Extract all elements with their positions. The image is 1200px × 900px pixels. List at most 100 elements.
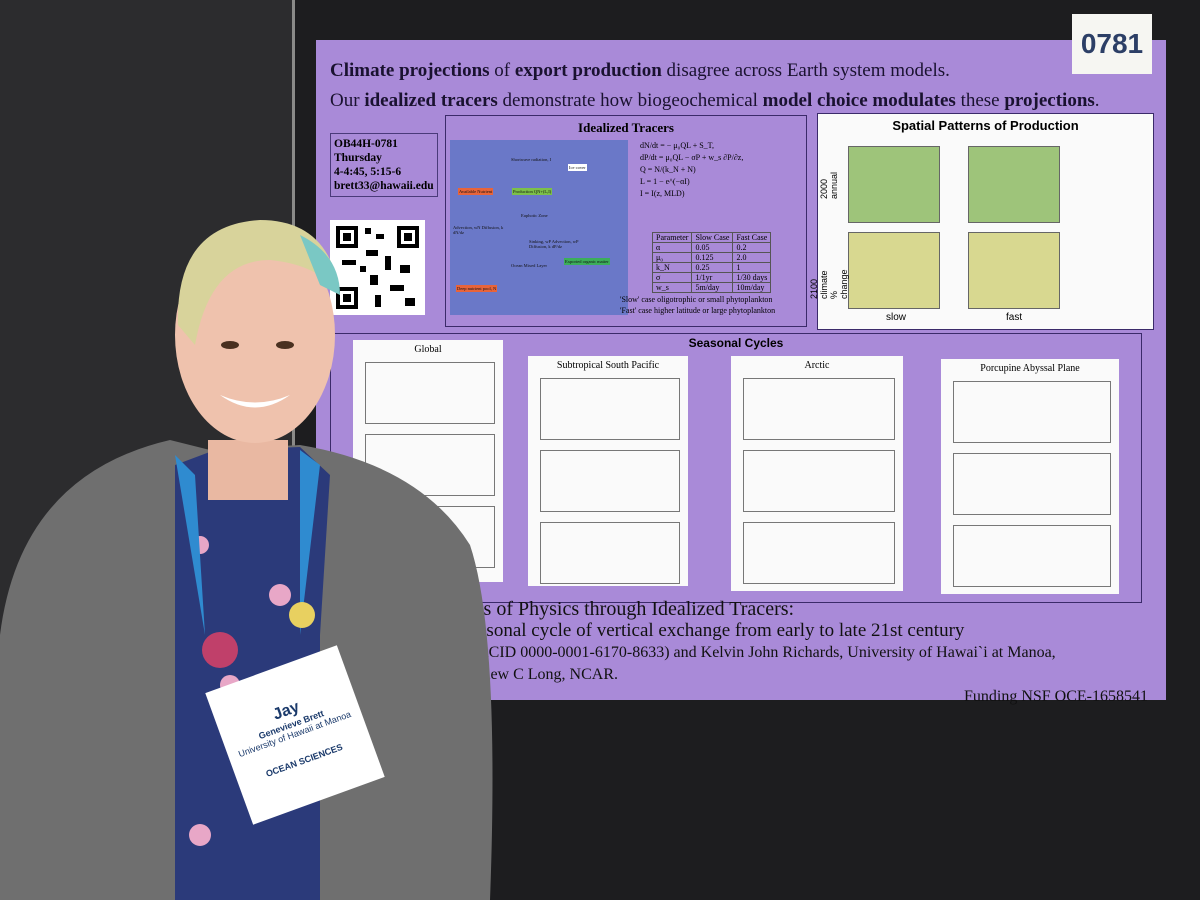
mini-axes	[743, 450, 895, 512]
diagram-label: Euphotic Zone	[520, 212, 549, 219]
table-cell: 10m/day	[732, 282, 772, 293]
diagram-label: Deep nutrient pool, N	[456, 285, 498, 292]
headline-line: Our idealized tracers demonstrate how bi…	[330, 86, 1100, 116]
equation: Q = N/(k_N + N)	[640, 165, 696, 174]
map	[968, 146, 1060, 223]
table-cell: k_N	[651, 262, 693, 273]
mini-axes	[743, 378, 895, 440]
info-line: brett33@hawaii.edu	[334, 180, 434, 192]
equations: dN/dt = − μ₀QL + S_T, dP/dt = μ₀QL − σP +…	[640, 140, 743, 200]
equation: dP/dt = μ₀QL − σP + w_s ∂P/∂z,	[640, 153, 744, 162]
headline-segment: of	[489, 60, 515, 81]
header-cell: Fast Case	[732, 232, 772, 243]
subplot-title: Subtropical South Pacific	[556, 360, 660, 371]
mini-axes	[953, 453, 1111, 515]
diagram-label: Ice cover	[568, 164, 587, 171]
table-cell: μ₀	[651, 252, 693, 263]
table-cell: 2.0	[732, 252, 772, 263]
headline-line: Climate projections of export production…	[330, 56, 1100, 86]
headline-segment: idealized tracers	[364, 90, 498, 111]
person	[0, 220, 493, 900]
equation: dN/dt = − μ₀QL + S_T,	[640, 141, 714, 150]
footer-text: ts of Physics through Idealized Tracers:…	[478, 598, 1148, 708]
poster-number: 0781	[1072, 14, 1152, 74]
table-row: k_N 0.25 1	[651, 262, 772, 273]
mini-axes	[953, 381, 1111, 443]
table-cell: σ	[651, 272, 693, 283]
note: 'Slow' case oligotrophic or small phytop…	[620, 295, 773, 304]
table-cell: w_s	[651, 282, 693, 293]
headline-segment: Our	[330, 90, 365, 111]
info-line: 4-4:45, 5:15-6	[334, 166, 402, 178]
header-cell: Slow Case	[691, 232, 734, 243]
subplot-title: Global	[414, 344, 442, 355]
seasonal-panel: Seasonal Cycles Global Subtropical South P…	[330, 333, 1142, 603]
diagram-label: Advection, wN Diffusion, k dN/dz	[452, 224, 514, 236]
info-line: Thursday	[334, 152, 382, 164]
table-row: w_s 5m/day 10m/day	[651, 282, 772, 293]
model-diagram: Shortwave radiation, I Ice cover Available…	[450, 140, 628, 315]
notes: 'Slow' case oligotrophic or small phytop…	[620, 294, 775, 316]
table-cell: 0.05	[691, 242, 734, 253]
diagram-label: Exported organic matter	[564, 258, 610, 265]
table-cell: 1/30 days	[732, 272, 772, 283]
qr-code	[330, 220, 425, 315]
subplot-title: Porcupine Abyssal Plane	[980, 363, 1080, 374]
header-cell: Parameter	[651, 232, 693, 243]
seasonal-subplot: Arctic	[731, 356, 903, 591]
map	[848, 232, 940, 309]
headline-segment: Climate projections	[330, 60, 490, 81]
diagram-label: Ocean Mixed Layer	[510, 262, 548, 269]
table-cell: 5m/day	[691, 282, 734, 293]
spatial-panel: Spatial Patterns of Production 2000 annua…	[809, 113, 1154, 330]
diagram-label: Shortwave radiation, I	[510, 156, 553, 163]
table-cell: α	[651, 242, 693, 253]
parameter-table: Parameter Slow Case Fast Case α 0.05 0.2 μ₀ 0.1…	[651, 232, 772, 293]
headline-segment: model choice modulates	[762, 90, 956, 111]
headline-segment: .	[1094, 90, 1100, 111]
mini-axes	[540, 378, 680, 440]
table-row: σ 1/1yr 1/30 days	[651, 272, 772, 283]
table-cell: 1/1yr	[691, 272, 734, 283]
footer-line: ts of Physics through Idealized Tracers:	[478, 598, 795, 620]
column-label: slow	[886, 312, 907, 323]
footer-line: RCID 0000-0001-6170-8633) and Kelvin Joh…	[478, 644, 1056, 661]
panel-title: Seasonal Cycles	[688, 336, 784, 350]
footer-line: Funding NSF OCE-1658541	[963, 688, 1148, 705]
info-line: OB44H-0781	[334, 138, 398, 150]
table-cell: 0.2	[732, 242, 772, 253]
note: 'Fast' case higher latitude or large phy…	[620, 306, 776, 315]
headline-segment: export production	[514, 60, 662, 81]
mini-axes	[953, 525, 1111, 587]
row-label: 2000 annual	[819, 171, 839, 199]
headline-segment: these	[955, 90, 1005, 111]
diagram-label: Sinking, wP Advection, wP Diffusion, k d…	[528, 238, 590, 250]
column-label: fast	[1006, 312, 1023, 323]
seasonal-subplot: Porcupine Abyssal Plane	[941, 359, 1119, 594]
mini-axes	[743, 522, 895, 584]
diagram-label: Production QN+(L,I)	[512, 188, 553, 195]
headline-segment: projections	[1004, 90, 1095, 111]
footer-line: asonal cycle of vertical exchange from e…	[478, 620, 965, 641]
map	[848, 146, 940, 223]
subplot-title: Arctic	[804, 360, 830, 371]
table-row: α 0.05 0.2	[651, 242, 772, 253]
table-cell: 0.125	[691, 252, 734, 263]
panel-title: Spatial Patterns of Production	[892, 118, 1079, 133]
session-info: OB44H-0781 Thursday 4-4:45, 5:15-6 brett33@…	[330, 133, 438, 197]
panel-title: Idealized Tracers	[578, 120, 674, 135]
table-row: μ₀ 0.125 2.0	[651, 252, 772, 263]
footer-line: thew C Long, NCAR.	[478, 666, 618, 683]
table-cell: 0.25	[691, 262, 734, 273]
map	[968, 232, 1060, 309]
headline-segment: disagree across Earth system models.	[661, 60, 950, 81]
seasonal-subplot: Subtropical South Pacific	[528, 356, 688, 586]
equation: L = 1 − e^(−αI)	[640, 177, 690, 186]
headline-segment: demonstrate how biogeochemical	[497, 90, 763, 111]
row-label: 2100 climate % change	[809, 269, 849, 299]
equation: I = I(z, MLD)	[640, 189, 685, 198]
table-cell: 1	[732, 262, 772, 273]
diagram-label: Available Nutrient	[458, 188, 494, 195]
mini-axes	[540, 450, 680, 512]
